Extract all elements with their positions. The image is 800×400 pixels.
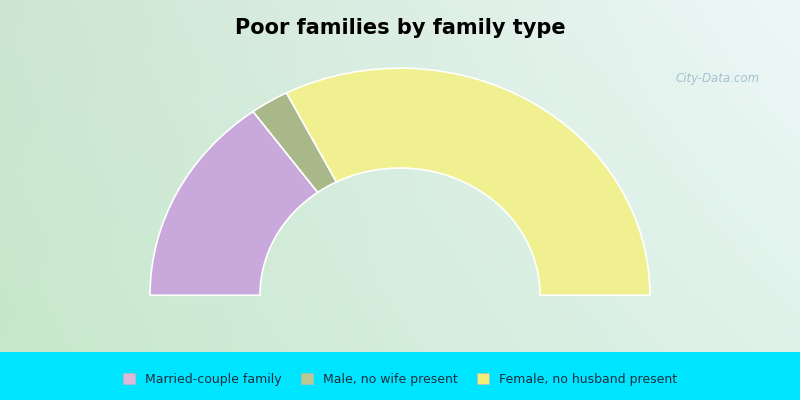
- Wedge shape: [150, 112, 318, 295]
- Legend: Married-couple family, Male, no wife present, Female, no husband present: Married-couple family, Male, no wife pre…: [119, 369, 681, 390]
- Text: City-Data.com: City-Data.com: [676, 72, 760, 85]
- Text: Poor families by family type: Poor families by family type: [234, 18, 566, 38]
- Wedge shape: [253, 93, 337, 192]
- Wedge shape: [286, 68, 650, 295]
